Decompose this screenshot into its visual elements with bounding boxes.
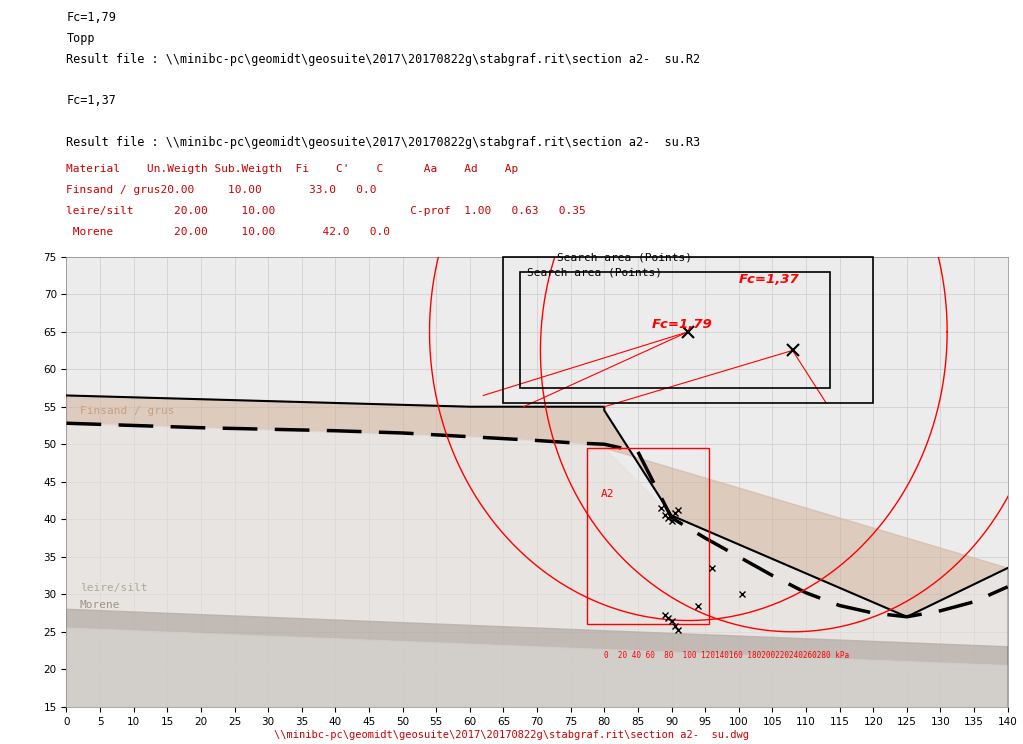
Bar bbox=[587, 448, 709, 624]
Text: Morene         20.00     10.00       42.0   0.0: Morene 20.00 10.00 42.0 0.0 bbox=[66, 227, 391, 237]
Text: Result file : \\minibc-pc\geomidt\geosuite\2017\20170822g\stabgraf.rit\section a: Result file : \\minibc-pc\geomidt\geosui… bbox=[66, 136, 701, 149]
Bar bbox=[503, 257, 874, 403]
Polygon shape bbox=[66, 628, 1008, 707]
Text: Fc=1,37: Fc=1,37 bbox=[66, 94, 117, 107]
Text: Topp: Topp bbox=[66, 32, 95, 45]
Text: 0  20 40 60  80  100 120140160 180200220240260280 kPa: 0 20 40 60 80 100 120140160 180200220240… bbox=[605, 651, 849, 660]
Text: Search area (Points): Search area (Points) bbox=[527, 267, 662, 278]
Text: Morene: Morene bbox=[80, 600, 121, 610]
Polygon shape bbox=[66, 609, 1008, 666]
Bar bbox=[521, 272, 830, 388]
Text: Fc=1,37: Fc=1,37 bbox=[739, 273, 800, 286]
Polygon shape bbox=[66, 396, 1008, 617]
Text: Finsand / grus20.00     10.00       33.0   0.0: Finsand / grus20.00 10.00 33.0 0.0 bbox=[66, 185, 377, 195]
Text: A2: A2 bbox=[601, 489, 615, 498]
Text: Fc=1,79: Fc=1,79 bbox=[652, 318, 712, 331]
Polygon shape bbox=[66, 423, 1008, 647]
Text: Fc=1,79: Fc=1,79 bbox=[66, 11, 117, 24]
Text: Result file : \\minibc-pc\geomidt\geosuite\2017\20170822g\stabgraf.rit\section a: Result file : \\minibc-pc\geomidt\geosui… bbox=[66, 53, 701, 65]
Text: Search area (Points): Search area (Points) bbox=[558, 252, 693, 263]
Text: leire/silt: leire/silt bbox=[80, 583, 147, 592]
Text: leire/silt      20.00     10.00                    C-prof  1.00   0.63   0.35: leire/silt 20.00 10.00 C-prof 1.00 0.63 … bbox=[66, 206, 586, 216]
Text: Finsand / grus: Finsand / grus bbox=[80, 406, 175, 416]
Text: Material    Un.Weigth Sub.Weigth  Fi    C'    C      Aa    Ad    Ap: Material Un.Weigth Sub.Weigth Fi C' C Aa… bbox=[66, 164, 519, 174]
Text: \\minibc-pc\geomidt\geosuite\2017\20170822g\stabgraf.rit\section a2-  su.dwg: \\minibc-pc\geomidt\geosuite\2017\201708… bbox=[274, 731, 749, 740]
